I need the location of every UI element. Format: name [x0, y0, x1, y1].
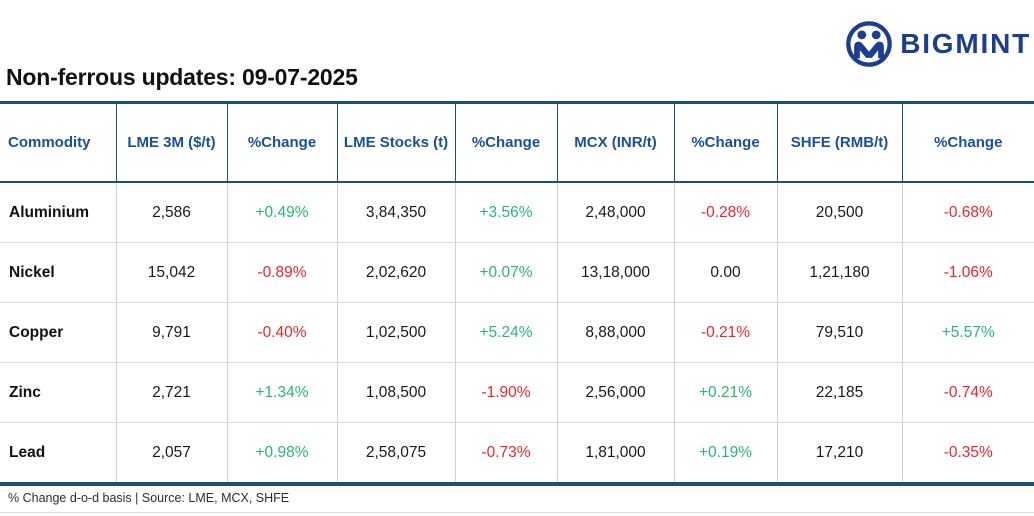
price-value: 79,510 [777, 302, 903, 363]
commodity-name: Copper [0, 302, 117, 363]
table-row: Copper 9,791 -0.40% 1,02,500 +5.24% 8,88,000-… [0, 302, 1034, 363]
column-header-lme-stocks: LME Stocks (t) [337, 102, 456, 183]
column-header-commodity: Commodity [0, 102, 117, 183]
price-value: 1,02,500 [337, 302, 456, 363]
pct-change-value: -0.68% [902, 182, 1034, 243]
price-value: 2,586 [116, 182, 228, 243]
price-value: 13,18,000 [557, 242, 675, 303]
price-value: 2,56,000 [557, 362, 675, 423]
bigmint-logo: BIGMINT [845, 20, 1031, 68]
price-value: 2,721 [116, 362, 228, 423]
table-body: Aluminium 2,586 +0.49% 3,84,350 +3.56% 2,48,0… [0, 182, 1034, 484]
commodity-name: Lead [0, 422, 117, 484]
price-value: 3,84,350 [337, 182, 456, 243]
price-value: 1,81,000 [557, 422, 675, 484]
pct-change-value: +0.21% [674, 362, 778, 423]
commodity-name: Aluminium [0, 182, 117, 243]
pct-change-value: +5.24% [455, 302, 558, 363]
price-value: 17,210 [777, 422, 903, 484]
pct-change-value: -0.89% [227, 242, 338, 303]
pct-change-value: -0.21% [674, 302, 778, 363]
pct-change-value: -0.73% [455, 422, 558, 484]
source-footnote: % Change d-o-d basis | Source: LME, MCX,… [8, 491, 290, 505]
price-value: 2,58,075 [337, 422, 456, 484]
commodity-name: Zinc [0, 362, 117, 423]
pct-change-value: +3.56% [455, 182, 558, 243]
table-row: Aluminium 2,586 +0.49% 3,84,350 +3.56% 2,48,0… [0, 182, 1034, 243]
table-row: Nickel 15,042 -0.89% 2,02,620 +0.07% 13,18,00… [0, 242, 1034, 303]
column-header-lme-3m-change: %Change [227, 102, 338, 183]
price-value: 2,02,620 [337, 242, 456, 303]
pct-change-value: +0.49% [227, 182, 338, 243]
column-header-mcx: MCX (INR/t) [557, 102, 675, 183]
pct-change-value: -0.40% [227, 302, 338, 363]
price-value: 8,88,000 [557, 302, 675, 363]
pct-change-value: +0.19% [674, 422, 778, 484]
column-header-lme-3m: LME 3M ($/t) [116, 102, 228, 183]
price-value: 2,057 [116, 422, 228, 484]
column-header-shfe-change: %Change [902, 102, 1034, 183]
bottom-divider [0, 512, 1034, 513]
price-value: 15,042 [116, 242, 228, 303]
price-value: 1,08,500 [337, 362, 456, 423]
pct-change-value: -1.90% [455, 362, 558, 423]
pct-change-value: -0.35% [943, 443, 993, 461]
table-row: Zinc 2,721 +1.34% 1,08,500 -1.90% 2,56,000 +0.… [0, 362, 1034, 423]
commodity-name: Nickel [0, 242, 117, 303]
table-row: Lead 2,057 +0.98% 2,58,075 -0.73% 1,81,000 +0.… [0, 422, 1034, 484]
page-title: Non-ferrous updates: 09-07-2025 [6, 64, 358, 90]
price-value: 22,185 [777, 362, 903, 423]
pct-change-value: +1.34% [227, 362, 338, 423]
brand-name: BIGMINT [900, 28, 1031, 59]
pct-change-value: +0.98% [227, 422, 338, 484]
price-value: 1,21,180 [777, 242, 903, 303]
column-header-shfe: SHFE (RMB/t) [777, 102, 903, 183]
pct-change-value: -0.28% [674, 182, 778, 243]
pct-change-value: 0.00 [674, 242, 778, 303]
pct-change-value: +0.07% [455, 242, 558, 303]
price-value: 20,500 [777, 182, 903, 243]
price-value: 9,791 [116, 302, 228, 363]
column-header-lme-stocks-change: %Change [455, 102, 558, 183]
table-header-row: Commodity LME 3M ($/t) %Change LME Stock… [0, 102, 1034, 183]
pct-change-value: -1.06% [902, 242, 1034, 303]
commodity-price-table: Commodity LME 3M ($/t) %Change LME Stock… [0, 101, 1034, 486]
column-header-mcx-change: %Change [674, 102, 778, 183]
price-value: 2,48,000 [557, 182, 675, 243]
pct-change-value: +5.57% [902, 302, 1034, 363]
pct-change-value: -0.74% [902, 362, 1034, 423]
bigmint-logo-icon [846, 21, 892, 67]
